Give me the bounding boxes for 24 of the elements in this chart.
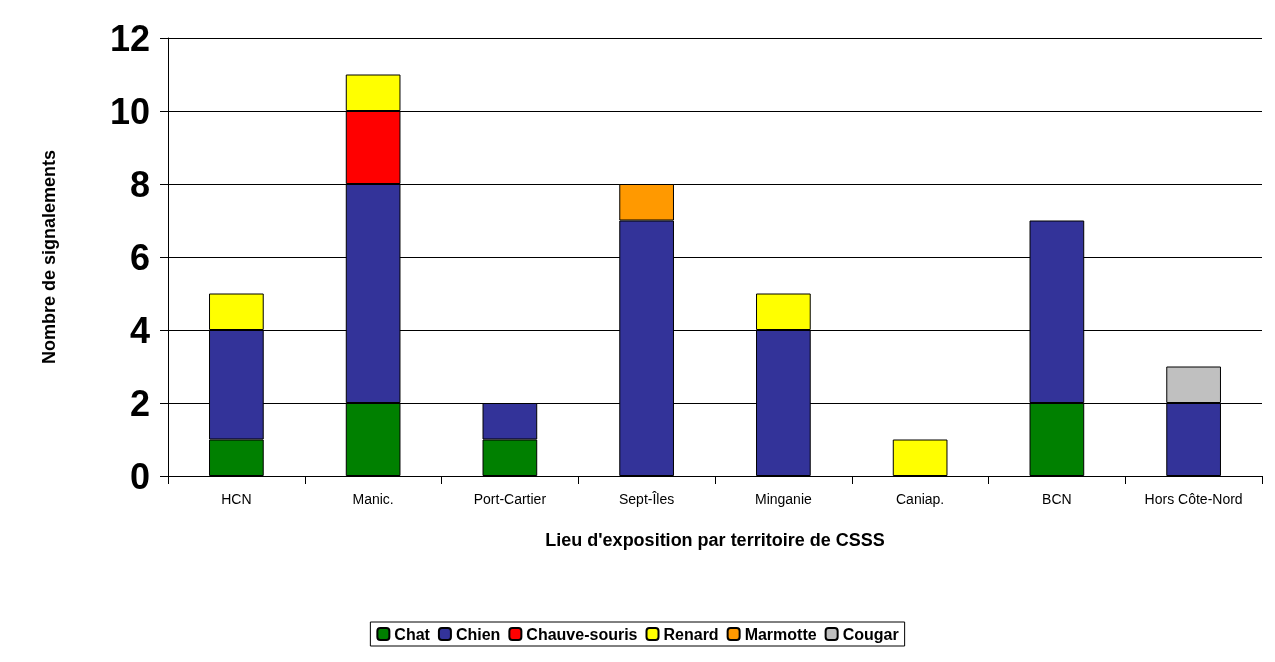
y-tick-label: 4 [129,309,150,351]
y-tick-label: 10 [109,90,150,132]
x-tick-label: HCN [221,491,252,507]
x-tick-label: Caniap. [895,491,945,507]
y-axis-title: Nombre de signalements [39,149,59,365]
legend-label: Chat [394,625,431,643]
x-tick-label: Hors Côte-Nord [1144,491,1243,507]
x-tick-label: Sept-Îles [619,491,675,507]
y-tick-label: 2 [129,382,150,424]
x-axis-title: Lieu d'exposition par territoire de CSSS [545,530,885,550]
bar [892,439,948,476]
legend-label: Chauve-souris [526,625,638,643]
x-tick-label: Port-Cartier [473,491,547,507]
legend-label: Marmotte [744,625,817,643]
y-tick-label: 0 [129,455,150,497]
x-tick-label: Minganie [754,491,812,507]
legend-label: Renard [663,625,719,643]
y-tick-label: 8 [129,163,150,205]
x-tick-label: BCN [1042,491,1072,507]
legend-label: Cougar [842,625,899,643]
legend-label: Chien [455,625,501,643]
x-tick-label: Manic. [352,491,394,507]
y-tick-label: 12 [109,17,150,59]
y-tick-label: 6 [129,236,150,278]
